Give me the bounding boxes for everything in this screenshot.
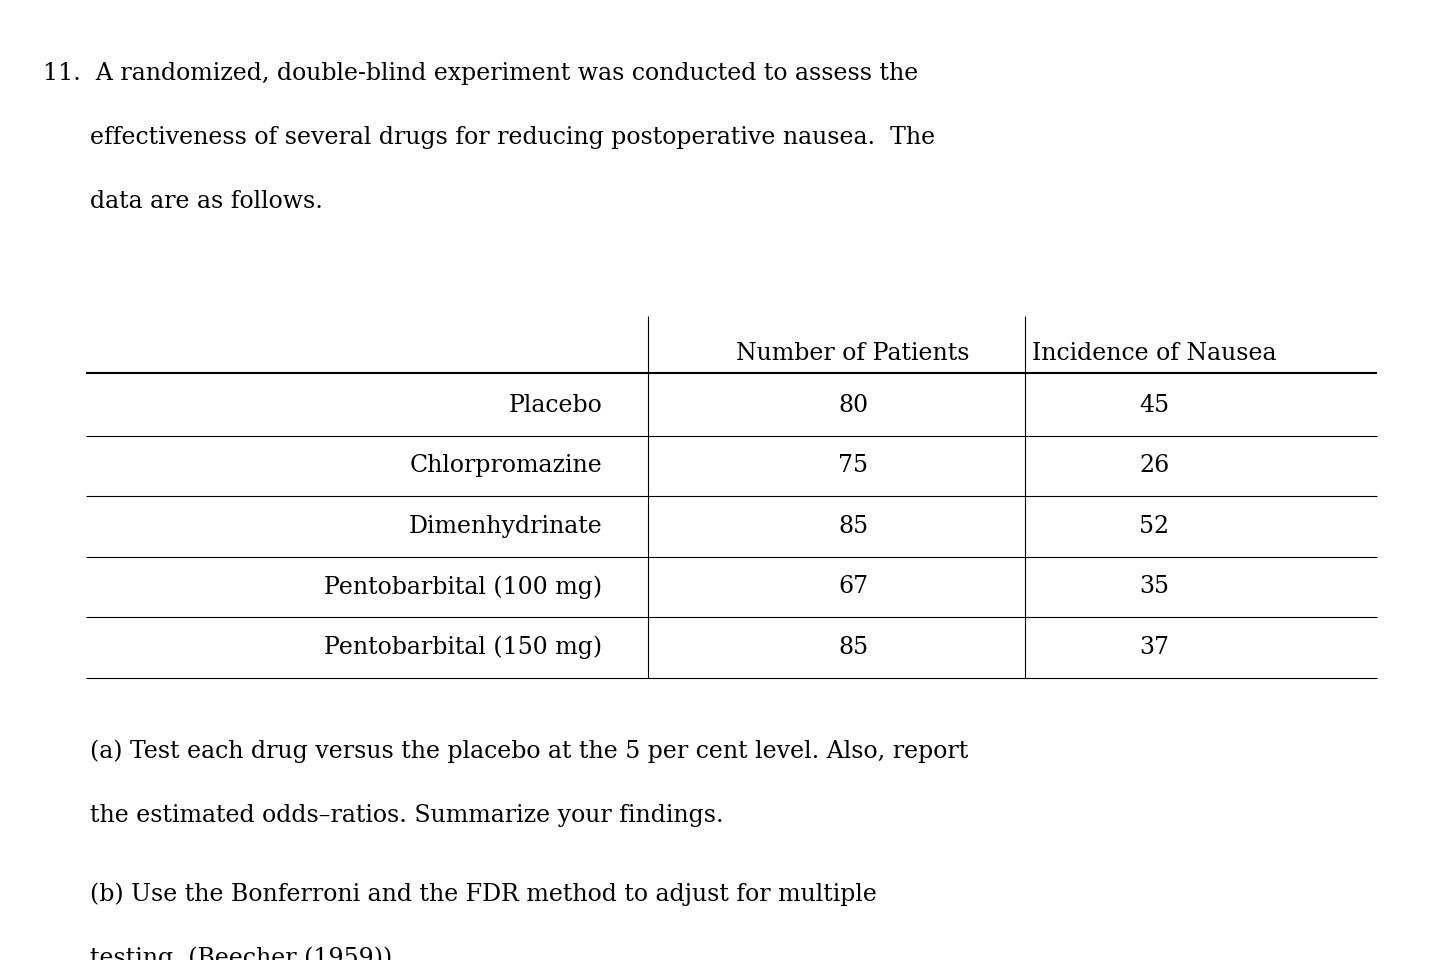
Text: Placebo: Placebo bbox=[509, 394, 602, 417]
Text: Pentobarbital (150 mg): Pentobarbital (150 mg) bbox=[324, 636, 602, 660]
Text: 37: 37 bbox=[1140, 636, 1169, 659]
Text: Dimenhydrinate: Dimenhydrinate bbox=[409, 515, 602, 538]
Text: 45: 45 bbox=[1139, 394, 1170, 417]
Text: 11.  A randomized, double-blind experiment was conducted to assess the: 11. A randomized, double-blind experimen… bbox=[43, 62, 918, 85]
Text: testing. (Beecher (1959)).: testing. (Beecher (1959)). bbox=[90, 946, 400, 960]
Text: (a) Test each drug versus the placebo at the 5 per cent level. Also, report: (a) Test each drug versus the placebo at… bbox=[90, 740, 968, 763]
Text: 35: 35 bbox=[1140, 575, 1169, 598]
Text: 52: 52 bbox=[1139, 515, 1170, 538]
Text: (b) Use the Bonferroni and the FDR method to adjust for multiple: (b) Use the Bonferroni and the FDR metho… bbox=[90, 882, 878, 905]
Text: 85: 85 bbox=[837, 515, 869, 538]
Text: 67: 67 bbox=[837, 575, 869, 598]
Text: effectiveness of several drugs for reducing postoperative nausea.  The: effectiveness of several drugs for reduc… bbox=[90, 127, 935, 149]
Text: Pentobarbital (100 mg): Pentobarbital (100 mg) bbox=[324, 575, 602, 599]
Text: 75: 75 bbox=[839, 454, 868, 477]
Text: Chlorpromazine: Chlorpromazine bbox=[410, 454, 602, 477]
Text: 85: 85 bbox=[837, 636, 869, 659]
Text: Incidence of Nausea: Incidence of Nausea bbox=[1032, 342, 1276, 365]
Text: Number of Patients: Number of Patients bbox=[737, 342, 969, 365]
Text: 26: 26 bbox=[1139, 454, 1170, 477]
Text: the estimated odds–ratios. Summarize your findings.: the estimated odds–ratios. Summarize you… bbox=[90, 804, 724, 827]
Text: 80: 80 bbox=[837, 394, 869, 417]
Text: data are as follows.: data are as follows. bbox=[90, 190, 323, 213]
